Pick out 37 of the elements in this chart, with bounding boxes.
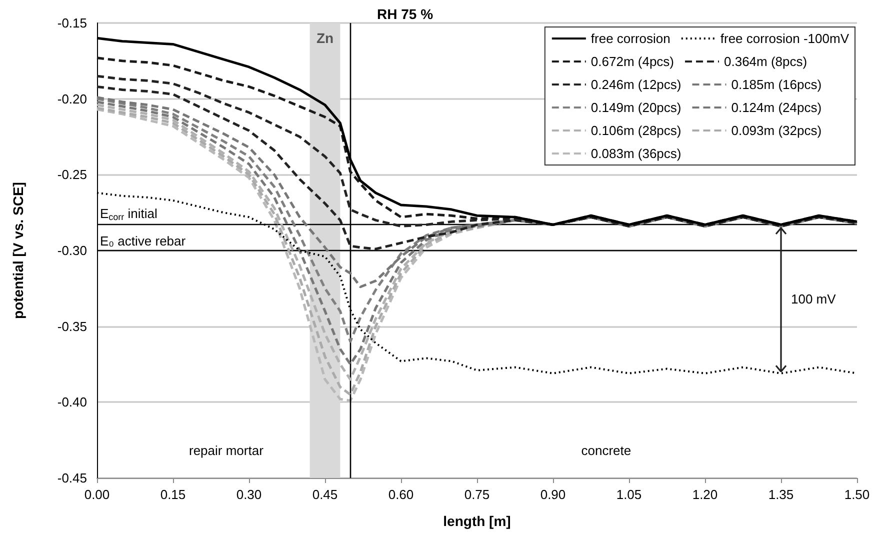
- y-tick-label: -0.40: [57, 394, 87, 410]
- x-tick-label: 0.15: [160, 487, 186, 502]
- legend-label: 0.364m (8pcs): [724, 54, 808, 69]
- legend-label: 0.124m (24pcs): [731, 100, 822, 115]
- x-tick-label: 0.30: [236, 487, 262, 502]
- x-axis-title: length [m]: [443, 513, 511, 529]
- y-tick-label: -0.15: [57, 16, 87, 30]
- y-tick-label: -0.30: [57, 243, 87, 258]
- y-tick-label: -0.35: [57, 318, 87, 334]
- x-tick-label: 1.05: [616, 487, 642, 502]
- legend-label: free corrosion: [590, 31, 670, 46]
- y-tick-label: -0.25: [57, 167, 87, 182]
- legend-label: 0.672m (4pcs): [590, 54, 674, 69]
- x-tick-label: 1.50: [844, 487, 870, 502]
- y-tick-label: -0.20: [57, 91, 87, 106]
- chart-title: RH 75 %: [377, 6, 434, 22]
- annotation: 100 mV: [791, 292, 836, 307]
- x-tick-label: 0.90: [540, 487, 566, 502]
- legend-label: 0.185m (16pcs): [731, 77, 822, 92]
- x-tick-label: 1.35: [768, 487, 794, 502]
- annotation: repair mortar: [188, 443, 264, 458]
- y-axis-title: potential [V vs. SCE]: [10, 182, 26, 319]
- legend-label: 0.083m (36pcs): [590, 146, 682, 161]
- legend-label: 0.246m (12pcs): [590, 77, 682, 92]
- ref-line-label: E₀ active rebar: [100, 234, 186, 248]
- x-tick-label: 0.75: [464, 487, 490, 502]
- x-tick-label: 0.45: [312, 487, 338, 502]
- x-tick-label: 0.60: [388, 487, 414, 502]
- legend-label: 0.149m (20pcs): [590, 100, 682, 115]
- band-label: Zn: [316, 30, 334, 46]
- x-tick-label: 0.00: [84, 487, 110, 502]
- legend-label: 0.093m (32pcs): [731, 123, 822, 138]
- annotation: concrete: [581, 443, 632, 458]
- legend-label: 0.106m (28pcs): [590, 123, 682, 138]
- legend-label: free corrosion -100mV: [720, 31, 850, 46]
- x-tick-label: 1.20: [692, 487, 718, 502]
- y-tick-label: -0.45: [57, 470, 87, 486]
